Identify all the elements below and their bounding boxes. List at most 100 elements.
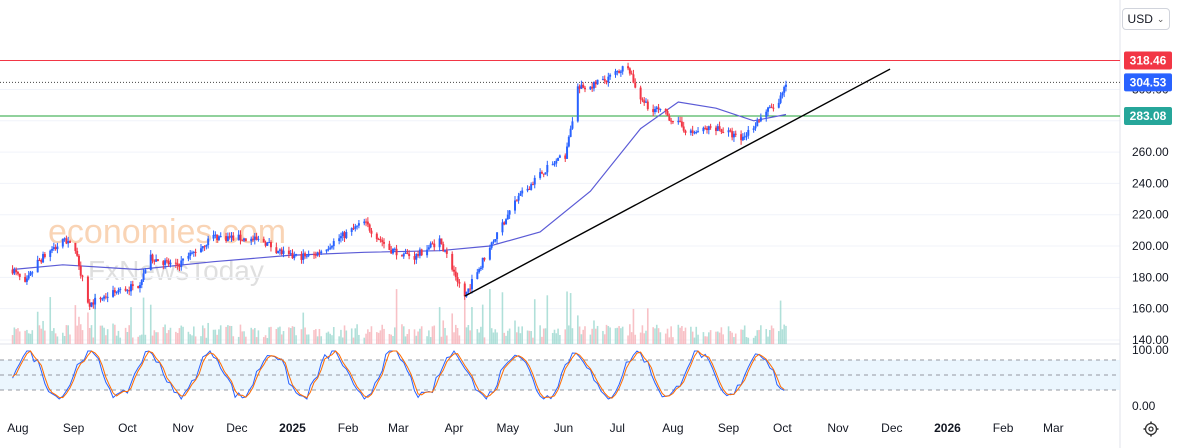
- volume-bar: [630, 332, 633, 344]
- candle-body: [269, 242, 272, 248]
- candle-body: [192, 251, 195, 253]
- volume-bar: [280, 334, 283, 344]
- volume-bar: [438, 307, 441, 344]
- candle-body: [727, 130, 730, 133]
- candle-body: [566, 146, 569, 159]
- candle-body: [702, 127, 705, 132]
- currency-label: USD: [1127, 12, 1153, 26]
- volume-bar: [257, 330, 260, 344]
- volume-bar: [742, 329, 744, 344]
- candle-body: [463, 283, 466, 297]
- candle-body: [268, 242, 271, 244]
- candle-body: [609, 74, 612, 77]
- gear-icon[interactable]: [1143, 421, 1159, 437]
- candle-body: [119, 288, 122, 291]
- volume-bar: [533, 299, 536, 344]
- candle-body: [16, 272, 19, 274]
- volume-bar: [151, 335, 154, 344]
- volume-bar: [569, 293, 572, 344]
- level-badge-support: [1124, 106, 1172, 125]
- volume-bar: [207, 322, 209, 344]
- candle-body: [740, 134, 743, 141]
- volume-bar: [413, 329, 416, 344]
- candle-body: [704, 127, 707, 129]
- candle-body: [205, 245, 208, 247]
- candle-body: [759, 117, 762, 122]
- candle-body: [506, 214, 509, 220]
- volume-bar: [417, 331, 419, 344]
- trendline[interactable]: [464, 68, 891, 297]
- candle-body: [664, 108, 667, 112]
- y-tick-label: 140.00: [1132, 333, 1169, 347]
- volume-bar: [36, 311, 39, 344]
- currency-select[interactable]: USD ⌄: [1122, 8, 1170, 30]
- candle-body: [492, 241, 495, 243]
- candle-body: [526, 188, 529, 191]
- candle-body: [643, 100, 646, 103]
- volume-bar: [454, 324, 457, 344]
- volume-bar: [655, 324, 658, 344]
- volume-bar: [677, 324, 680, 344]
- volume-bar: [727, 326, 730, 344]
- candle-body: [295, 253, 298, 256]
- candle-body: [357, 223, 360, 226]
- candle-body: [697, 131, 700, 133]
- volume-bar: [501, 292, 504, 344]
- volume-bar: [282, 331, 285, 344]
- price-levels: [0, 60, 1120, 117]
- candle-body: [465, 291, 468, 297]
- volume-bar: [578, 326, 581, 344]
- candle-body: [531, 184, 534, 186]
- candle-body: [228, 236, 231, 238]
- volume-bar: [639, 332, 642, 344]
- candle-body: [189, 252, 192, 256]
- volume-bar: [517, 326, 520, 344]
- candle-body: [646, 101, 649, 110]
- volume-bar: [607, 326, 610, 344]
- candle-body: [732, 133, 735, 138]
- candle-body: [456, 277, 459, 283]
- volume-bar: [553, 329, 556, 344]
- volume-bar: [293, 326, 296, 344]
- candle-body: [86, 276, 89, 303]
- candle-body: [226, 236, 229, 241]
- candle-body: [391, 248, 394, 254]
- volume-bar: [78, 316, 80, 344]
- volume-bar: [745, 337, 748, 344]
- volume-bar: [329, 333, 331, 344]
- candle-body: [149, 254, 152, 270]
- volume-bar: [720, 327, 723, 344]
- candle-body: [74, 242, 77, 251]
- candle-body: [540, 172, 543, 174]
- candle-body: [237, 234, 240, 241]
- volume-bar: [203, 328, 206, 344]
- volume-bar: [325, 332, 328, 344]
- candle-body: [377, 239, 380, 241]
- candle-body: [458, 282, 461, 284]
- volume-bar: [264, 335, 267, 344]
- candle-body: [508, 210, 511, 215]
- candle-body: [199, 248, 202, 253]
- candle-body: [655, 107, 658, 110]
- volume-bar: [577, 315, 579, 344]
- x-tick-label: Jul: [610, 421, 625, 435]
- volume-bar: [593, 320, 595, 344]
- volume-bar: [114, 324, 116, 344]
- volume-bar: [392, 336, 394, 344]
- volume-bar: [381, 324, 384, 344]
- candle-body: [65, 238, 68, 244]
- volume-bar: [76, 325, 78, 344]
- volume-bar: [451, 313, 454, 344]
- volume-bar: [704, 336, 707, 344]
- candle-body: [350, 228, 353, 232]
- volume-bar: [516, 332, 518, 344]
- candle-body: [99, 297, 102, 300]
- candle-body: [339, 236, 342, 239]
- x-tick-label: Nov: [827, 421, 848, 435]
- volume-bar: [702, 332, 705, 344]
- volume-bar: [201, 325, 204, 344]
- volume-bar: [546, 295, 549, 344]
- time-axis: Aug Sep Oct Nov Dec 2025 Feb Mar Apr May Jun Jul Aug…: [7, 421, 1063, 435]
- candle-body: [383, 242, 386, 244]
